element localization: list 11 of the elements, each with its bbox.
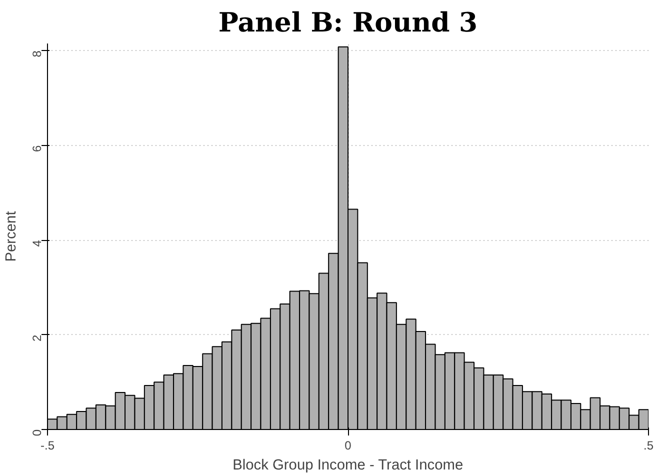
- y-axis-title: Percent: [4, 211, 20, 262]
- x-axis-title: Block Group Income - Tract Income: [232, 458, 464, 474]
- y-tick-label: 6: [30, 145, 44, 152]
- x-tick-label: -.5: [40, 438, 55, 452]
- y-tick-label: 8: [30, 50, 44, 58]
- y-tick-label: 4: [30, 240, 44, 247]
- y-tick-label: 0: [30, 429, 44, 436]
- x-tick-label: .5: [643, 438, 654, 452]
- x-tick-label: 0: [344, 438, 352, 452]
- y-tick-label: 2: [30, 334, 44, 342]
- chart-title: Panel B: Round 3: [218, 8, 478, 38]
